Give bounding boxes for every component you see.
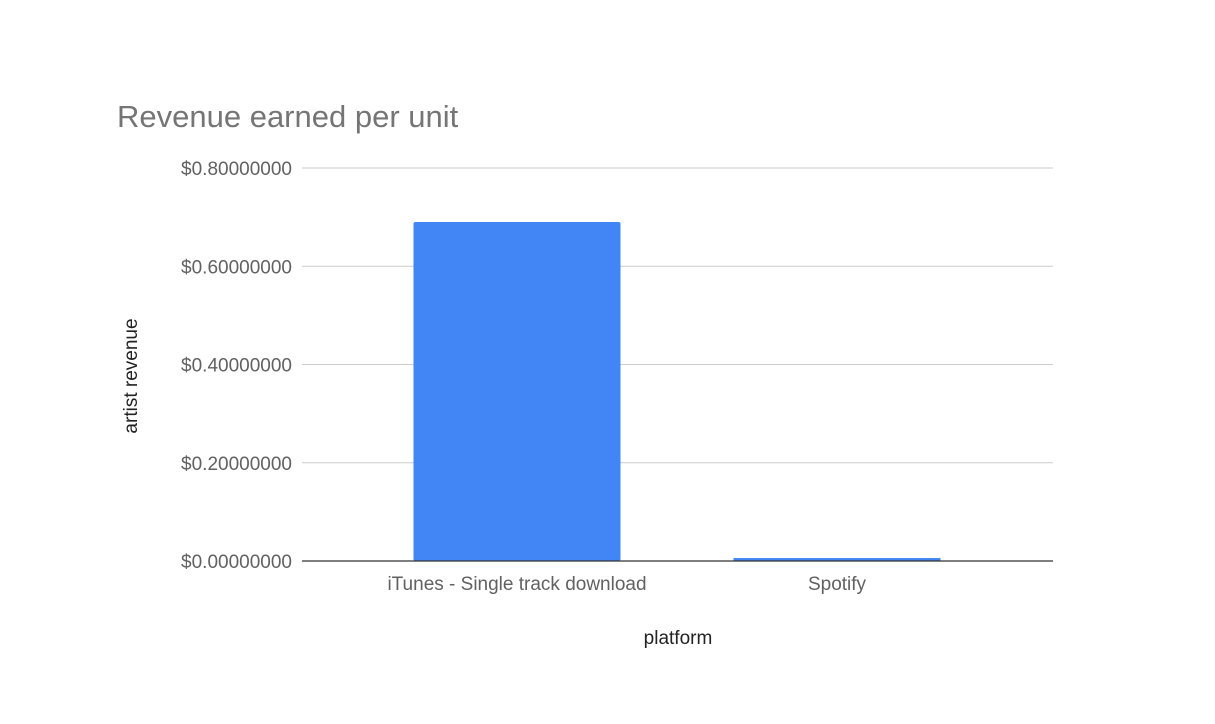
x-tick-label: iTunes - Single track download [387, 574, 646, 595]
bar-0[interactable] [413, 222, 621, 561]
x-axis-title: platform [644, 628, 713, 649]
y-tick-label: $0.40000000 [181, 356, 292, 377]
bars [413, 222, 941, 561]
y-tick-label: $0.00000000 [181, 552, 292, 573]
y-tick-label: $0.80000000 [181, 159, 292, 180]
y-axis-title: artist revenue [121, 318, 142, 433]
x-tick-label: Spotify [808, 574, 867, 595]
x-axis-tick-labels: iTunes - Single track download Spotify [387, 574, 866, 595]
y-axis-tick-labels: $0.00000000 $0.20000000 $0.40000000 $0.6000… [181, 159, 292, 573]
bar-1[interactable] [733, 558, 941, 561]
y-tick-label: $0.20000000 [181, 454, 292, 475]
chart-title: Revenue earned per unit [117, 99, 459, 134]
y-tick-label: $0.60000000 [181, 257, 292, 278]
